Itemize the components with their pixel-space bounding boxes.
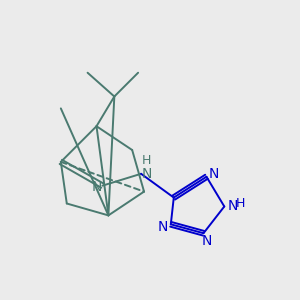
Text: N: N xyxy=(227,200,238,214)
Text: N: N xyxy=(92,180,102,194)
Text: N: N xyxy=(209,167,219,182)
Text: H: H xyxy=(236,197,245,210)
Text: H: H xyxy=(142,154,151,167)
Text: N: N xyxy=(201,234,212,248)
Text: N: N xyxy=(157,220,168,234)
Text: N: N xyxy=(141,167,152,181)
